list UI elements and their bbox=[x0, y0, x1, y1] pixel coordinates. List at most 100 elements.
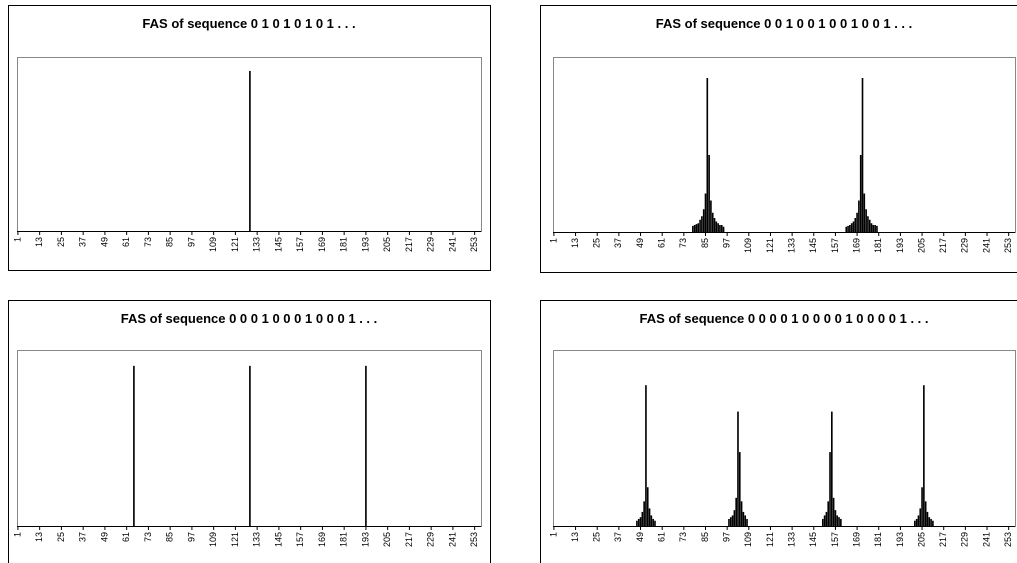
x-tick-label: 133 bbox=[252, 532, 262, 547]
x-tick-label: 193 bbox=[895, 532, 905, 547]
x-tick-label: 193 bbox=[360, 237, 370, 252]
x-tick-label: 181 bbox=[873, 532, 883, 547]
bar bbox=[695, 224, 698, 232]
x-tick-label: 37 bbox=[613, 532, 623, 542]
bar bbox=[654, 520, 656, 526]
bar bbox=[932, 520, 934, 526]
bar bbox=[641, 511, 644, 526]
x-tick-label: 73 bbox=[143, 532, 153, 542]
x-tick-label: 85 bbox=[165, 237, 175, 247]
bar bbox=[729, 517, 732, 526]
x-tick-label: 145 bbox=[273, 237, 283, 252]
x-tick-label: 169 bbox=[851, 238, 861, 253]
x-tick-label: 25 bbox=[592, 532, 602, 542]
bar bbox=[858, 200, 860, 232]
bar bbox=[930, 518, 932, 526]
x-tick-label: 145 bbox=[808, 532, 818, 547]
x-tick-label: 121 bbox=[230, 532, 240, 547]
bar bbox=[854, 218, 857, 232]
x-tick-label: 205 bbox=[382, 237, 392, 252]
x-tick-label: 253 bbox=[1003, 238, 1013, 253]
bar bbox=[742, 511, 745, 526]
bar bbox=[852, 221, 855, 232]
x-tick-label: 241 bbox=[447, 532, 457, 547]
x-tick-label: 1 bbox=[548, 238, 558, 243]
bar bbox=[926, 511, 929, 526]
x-tick-label: 49 bbox=[99, 237, 109, 247]
bar bbox=[856, 212, 858, 232]
bar bbox=[731, 515, 734, 526]
x-tick-label: 205 bbox=[382, 532, 392, 547]
x-tick-label: 181 bbox=[873, 238, 883, 253]
bar bbox=[863, 193, 866, 232]
bar bbox=[717, 223, 719, 232]
chart-title: FAS of sequence 0 0 0 0 1 0 0 0 0 1 0 0 … bbox=[639, 311, 928, 326]
x-tick-label: 109 bbox=[208, 237, 218, 252]
x-tick-label: 241 bbox=[981, 532, 991, 547]
bar bbox=[914, 520, 916, 526]
x-tick-label: 193 bbox=[895, 238, 905, 253]
bar bbox=[249, 70, 251, 231]
x-tick-label: 133 bbox=[252, 237, 262, 252]
bar bbox=[639, 517, 642, 526]
x-tick-label: 97 bbox=[186, 532, 196, 542]
x-tick-label: 61 bbox=[657, 532, 667, 542]
x-tick-label: 169 bbox=[317, 532, 327, 547]
x-tick-label: 145 bbox=[808, 238, 818, 253]
bar bbox=[834, 510, 837, 526]
bar bbox=[919, 508, 922, 526]
bar bbox=[133, 365, 135, 526]
x-tick-label: 241 bbox=[981, 238, 991, 253]
x-tick-label: 37 bbox=[78, 532, 88, 542]
bar bbox=[928, 517, 931, 526]
x-tick-label: 121 bbox=[230, 237, 240, 252]
x-tick-label: 169 bbox=[317, 237, 327, 252]
bar bbox=[648, 508, 651, 526]
x-tick-label: 73 bbox=[678, 238, 688, 248]
bar bbox=[921, 487, 923, 526]
bar bbox=[850, 223, 853, 232]
bar bbox=[849, 225, 851, 232]
bar bbox=[859, 155, 862, 232]
bar bbox=[821, 518, 824, 526]
x-tick-label: 121 bbox=[765, 532, 775, 547]
bar bbox=[249, 365, 251, 526]
x-tick-label: 85 bbox=[700, 532, 710, 542]
bar bbox=[867, 216, 869, 232]
x-tick-label: 253 bbox=[469, 237, 479, 252]
bar bbox=[722, 226, 725, 232]
x-tick-label: 157 bbox=[830, 238, 840, 253]
bar bbox=[735, 497, 737, 526]
x-tick-label: 229 bbox=[426, 237, 436, 252]
bar bbox=[702, 209, 705, 232]
bar bbox=[847, 225, 849, 232]
x-tick-label: 217 bbox=[404, 237, 414, 252]
x-tick-label: 37 bbox=[613, 238, 623, 248]
x-tick-label: 61 bbox=[657, 238, 667, 248]
bar bbox=[746, 518, 748, 526]
x-tick-label: 205 bbox=[916, 238, 926, 253]
x-tick-label: 109 bbox=[743, 532, 753, 547]
x-tick-label: 145 bbox=[273, 532, 283, 547]
bar bbox=[643, 501, 645, 526]
bar bbox=[738, 452, 741, 526]
bar bbox=[874, 225, 876, 232]
bar bbox=[728, 518, 730, 526]
bar bbox=[840, 518, 842, 526]
x-tick-label: 73 bbox=[143, 237, 153, 247]
bar bbox=[693, 225, 696, 232]
x-tick-label: 205 bbox=[916, 532, 926, 547]
x-tick-label: 181 bbox=[339, 237, 349, 252]
x-tick-label: 121 bbox=[765, 238, 775, 253]
bar bbox=[645, 385, 647, 526]
bar bbox=[704, 193, 707, 232]
bar bbox=[720, 225, 723, 232]
plot-area bbox=[553, 57, 1016, 233]
x-tick-label: 217 bbox=[404, 532, 414, 547]
bar bbox=[872, 225, 875, 232]
x-tick-label: 109 bbox=[208, 532, 218, 547]
x-tick-label: 13 bbox=[570, 238, 580, 248]
x-tick-label: 157 bbox=[295, 532, 305, 547]
x-tick-label: 169 bbox=[851, 532, 861, 547]
